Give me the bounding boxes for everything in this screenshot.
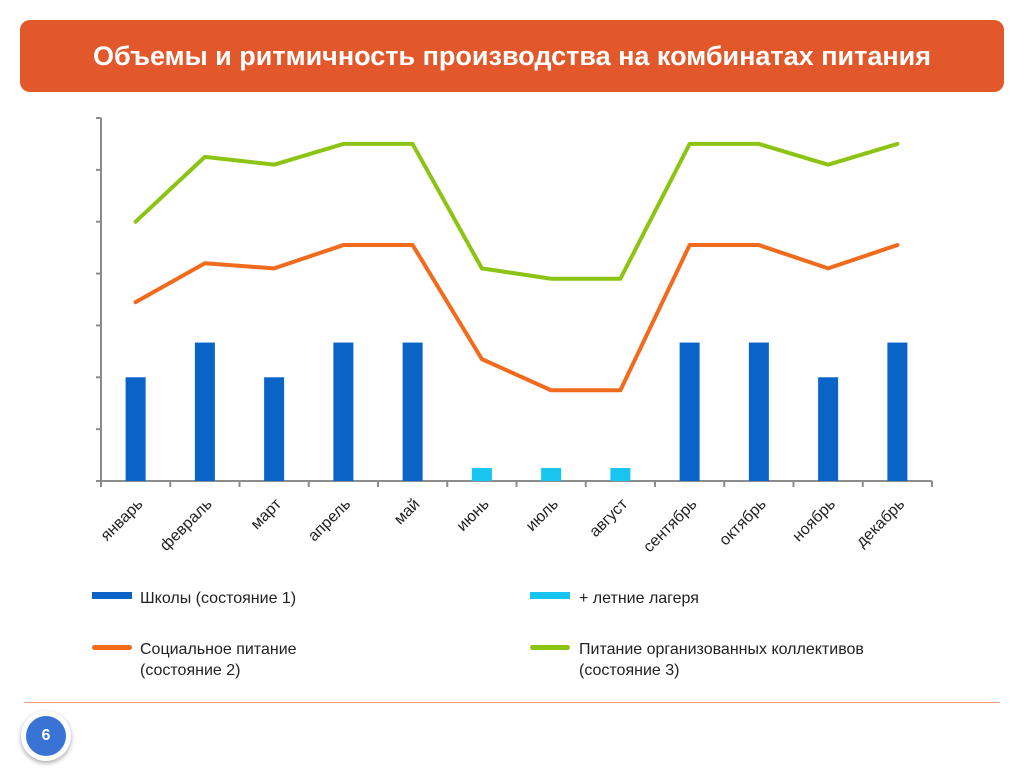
x-tick-label-ноябрь: ноябрь	[790, 496, 839, 545]
x-tick-label-февраль: февраль	[157, 496, 216, 555]
page-number-badge: 6	[21, 711, 71, 761]
legend-label-social-line1: Социальное питание	[140, 641, 297, 658]
bar-октябрь	[748, 342, 769, 481]
legend-swatch-schools	[92, 592, 132, 599]
bar-март	[264, 377, 285, 481]
legend-swatch-social	[92, 645, 132, 650]
title-banner: Объемы и ритмичность производства на ком…	[20, 20, 1004, 92]
legend-label-social-line2: (состояние 2)	[140, 662, 241, 679]
x-tick-label-март: март	[248, 495, 286, 533]
x-tick-label-июнь: июнь	[454, 496, 493, 535]
slide-title: Объемы и ритмичность производства на ком…	[92, 40, 931, 71]
bar-апрель	[333, 342, 354, 481]
legend-label-schools: Школы (состояние 1)	[140, 590, 297, 607]
x-tick-label-август: август	[586, 495, 631, 540]
legend-swatch-camps	[530, 592, 570, 599]
legend-label-collectives-line2: (состояние 3)	[579, 662, 680, 679]
bar-май	[402, 342, 423, 481]
bar-декабрь	[887, 342, 908, 481]
line-series-1	[133, 243, 900, 393]
legend-label-collectives-line1: Питание организованных коллективов	[579, 641, 864, 658]
bar-январь	[125, 377, 146, 481]
bar-февраль	[194, 342, 215, 481]
bar-июль	[541, 468, 562, 481]
bar-июнь	[471, 468, 492, 481]
combo-chart: январь февраль март апрель май июнь июль август…	[96, 117, 933, 556]
legend-swatch-collectives	[530, 645, 570, 650]
line-series-2	[133, 141, 900, 281]
bar-ноябрь	[818, 377, 839, 481]
footer-divider	[24, 702, 1000, 703]
x-tick-label-сентябрь: сентябрь	[640, 496, 700, 556]
legend-label-collectives: Питание организованных коллективов (сост…	[579, 639, 864, 681]
x-tick-label-октябрь: октябрь	[716, 496, 769, 549]
x-tick-label-июль: июль	[523, 496, 562, 535]
x-tick-label-май: май	[391, 496, 423, 528]
x-tick-label-апрель: апрель	[305, 496, 354, 545]
page-number: 6	[26, 716, 66, 756]
bar-август	[610, 468, 631, 481]
x-tick-label-декабрь: декабрь	[853, 496, 908, 551]
bar-сентябрь	[679, 342, 700, 481]
x-tick-label-январь: январь	[98, 496, 147, 545]
legend-label-camps: + летние лагеря	[579, 590, 699, 607]
legend-label-social: Социальное питание (состояние 2)	[140, 639, 297, 681]
